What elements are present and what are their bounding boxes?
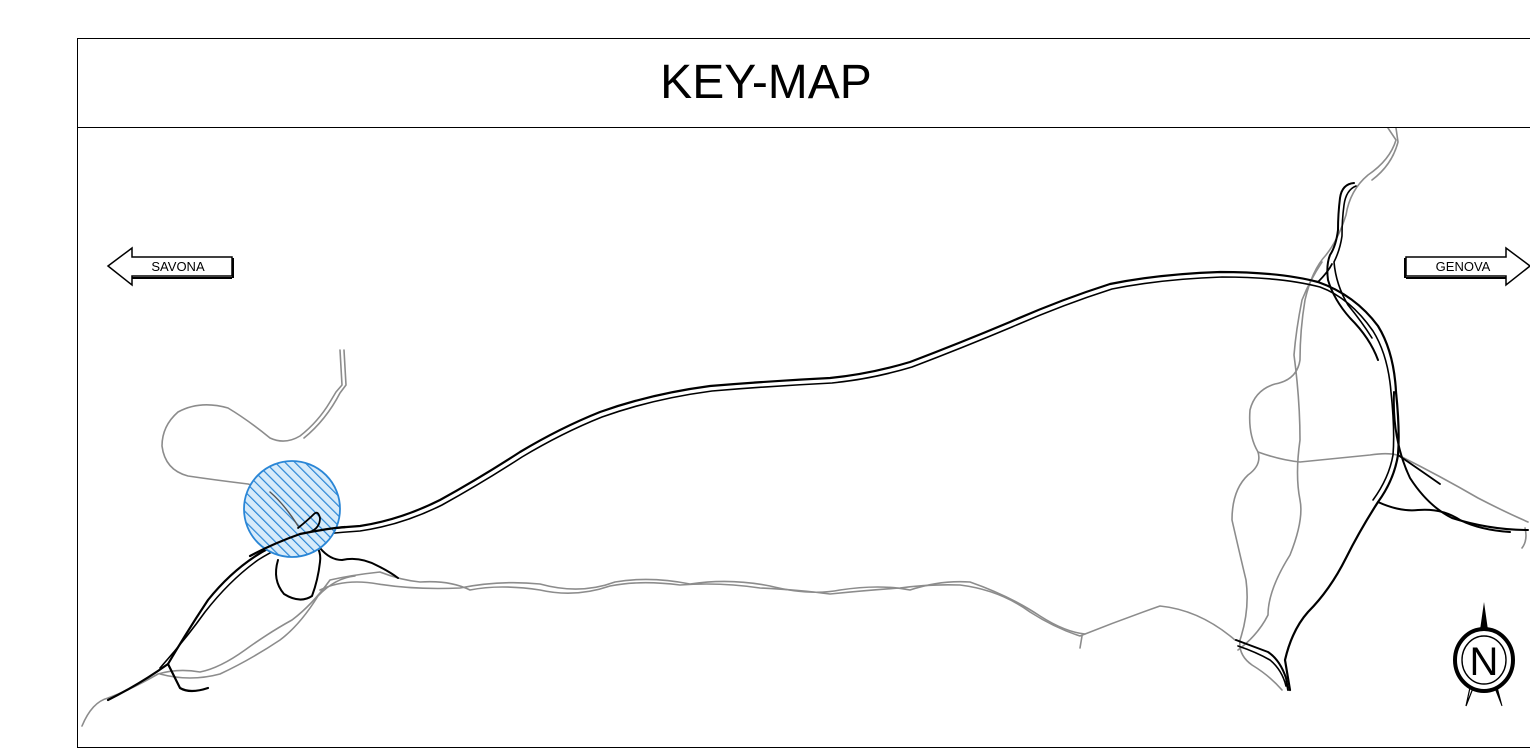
secondary-roads (81, 128, 1529, 727)
map-title: KEY-MAP (660, 56, 872, 109)
title-bar: KEY-MAP (78, 39, 1530, 128)
savona-label: SAVONA (151, 259, 205, 274)
location-marker (243, 460, 341, 558)
north-arrow-icon: N (1453, 602, 1515, 707)
arrow-left-icon: SAVONA (106, 246, 234, 287)
north-letter: N (1470, 640, 1499, 684)
highway (106, 182, 1529, 702)
arrow-right-icon: GENOVA (1404, 246, 1530, 287)
highway-overlay (248, 491, 347, 558)
genova-label: GENOVA (1436, 259, 1491, 274)
